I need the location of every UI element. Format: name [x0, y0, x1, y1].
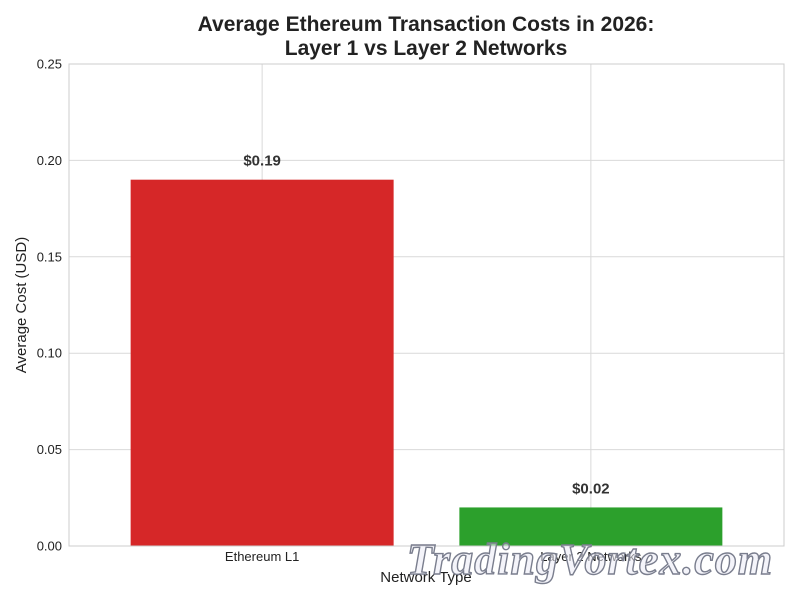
- y-tick-label: 0.25: [37, 57, 62, 72]
- chart-title-line-2: Layer 1 vs Layer 2 Networks: [285, 37, 568, 60]
- y-tick-label: 0.15: [37, 249, 62, 264]
- chart-title-line-1: Average Ethereum Transaction Costs in 20…: [198, 13, 655, 36]
- bar-value-label: $0.19: [243, 153, 281, 170]
- x-axis-label: Network Type: [380, 569, 471, 586]
- bar-layer-2-networks: [459, 507, 723, 546]
- bar-ethereum-l1: [130, 179, 394, 546]
- x-axis-ticks: Ethereum L1 Layer 2 Networks: [225, 549, 642, 564]
- bars: [130, 179, 723, 546]
- y-axis-label: Average Cost (USD): [13, 237, 30, 373]
- y-tick-label: 0.00: [37, 539, 62, 554]
- y-tick-label: 0.05: [37, 442, 62, 457]
- x-tick-label: Layer 2 Networks: [540, 549, 642, 564]
- watermark-logo: TradingVortex.com: [407, 535, 773, 584]
- bar-value-label: $0.02: [572, 480, 610, 497]
- data-labels: $0.19 $0.02: [243, 153, 609, 498]
- chart-title: Average Ethereum Transaction Costs in 20…: [198, 13, 655, 60]
- y-tick-label: 0.20: [37, 153, 62, 168]
- plot-frame: [68, 63, 785, 547]
- y-axis-ticks: 0.00 0.05 0.10 0.15 0.20 0.25: [37, 57, 62, 554]
- x-tick-label: Ethereum L1: [225, 549, 299, 564]
- y-tick-label: 0.10: [37, 346, 62, 361]
